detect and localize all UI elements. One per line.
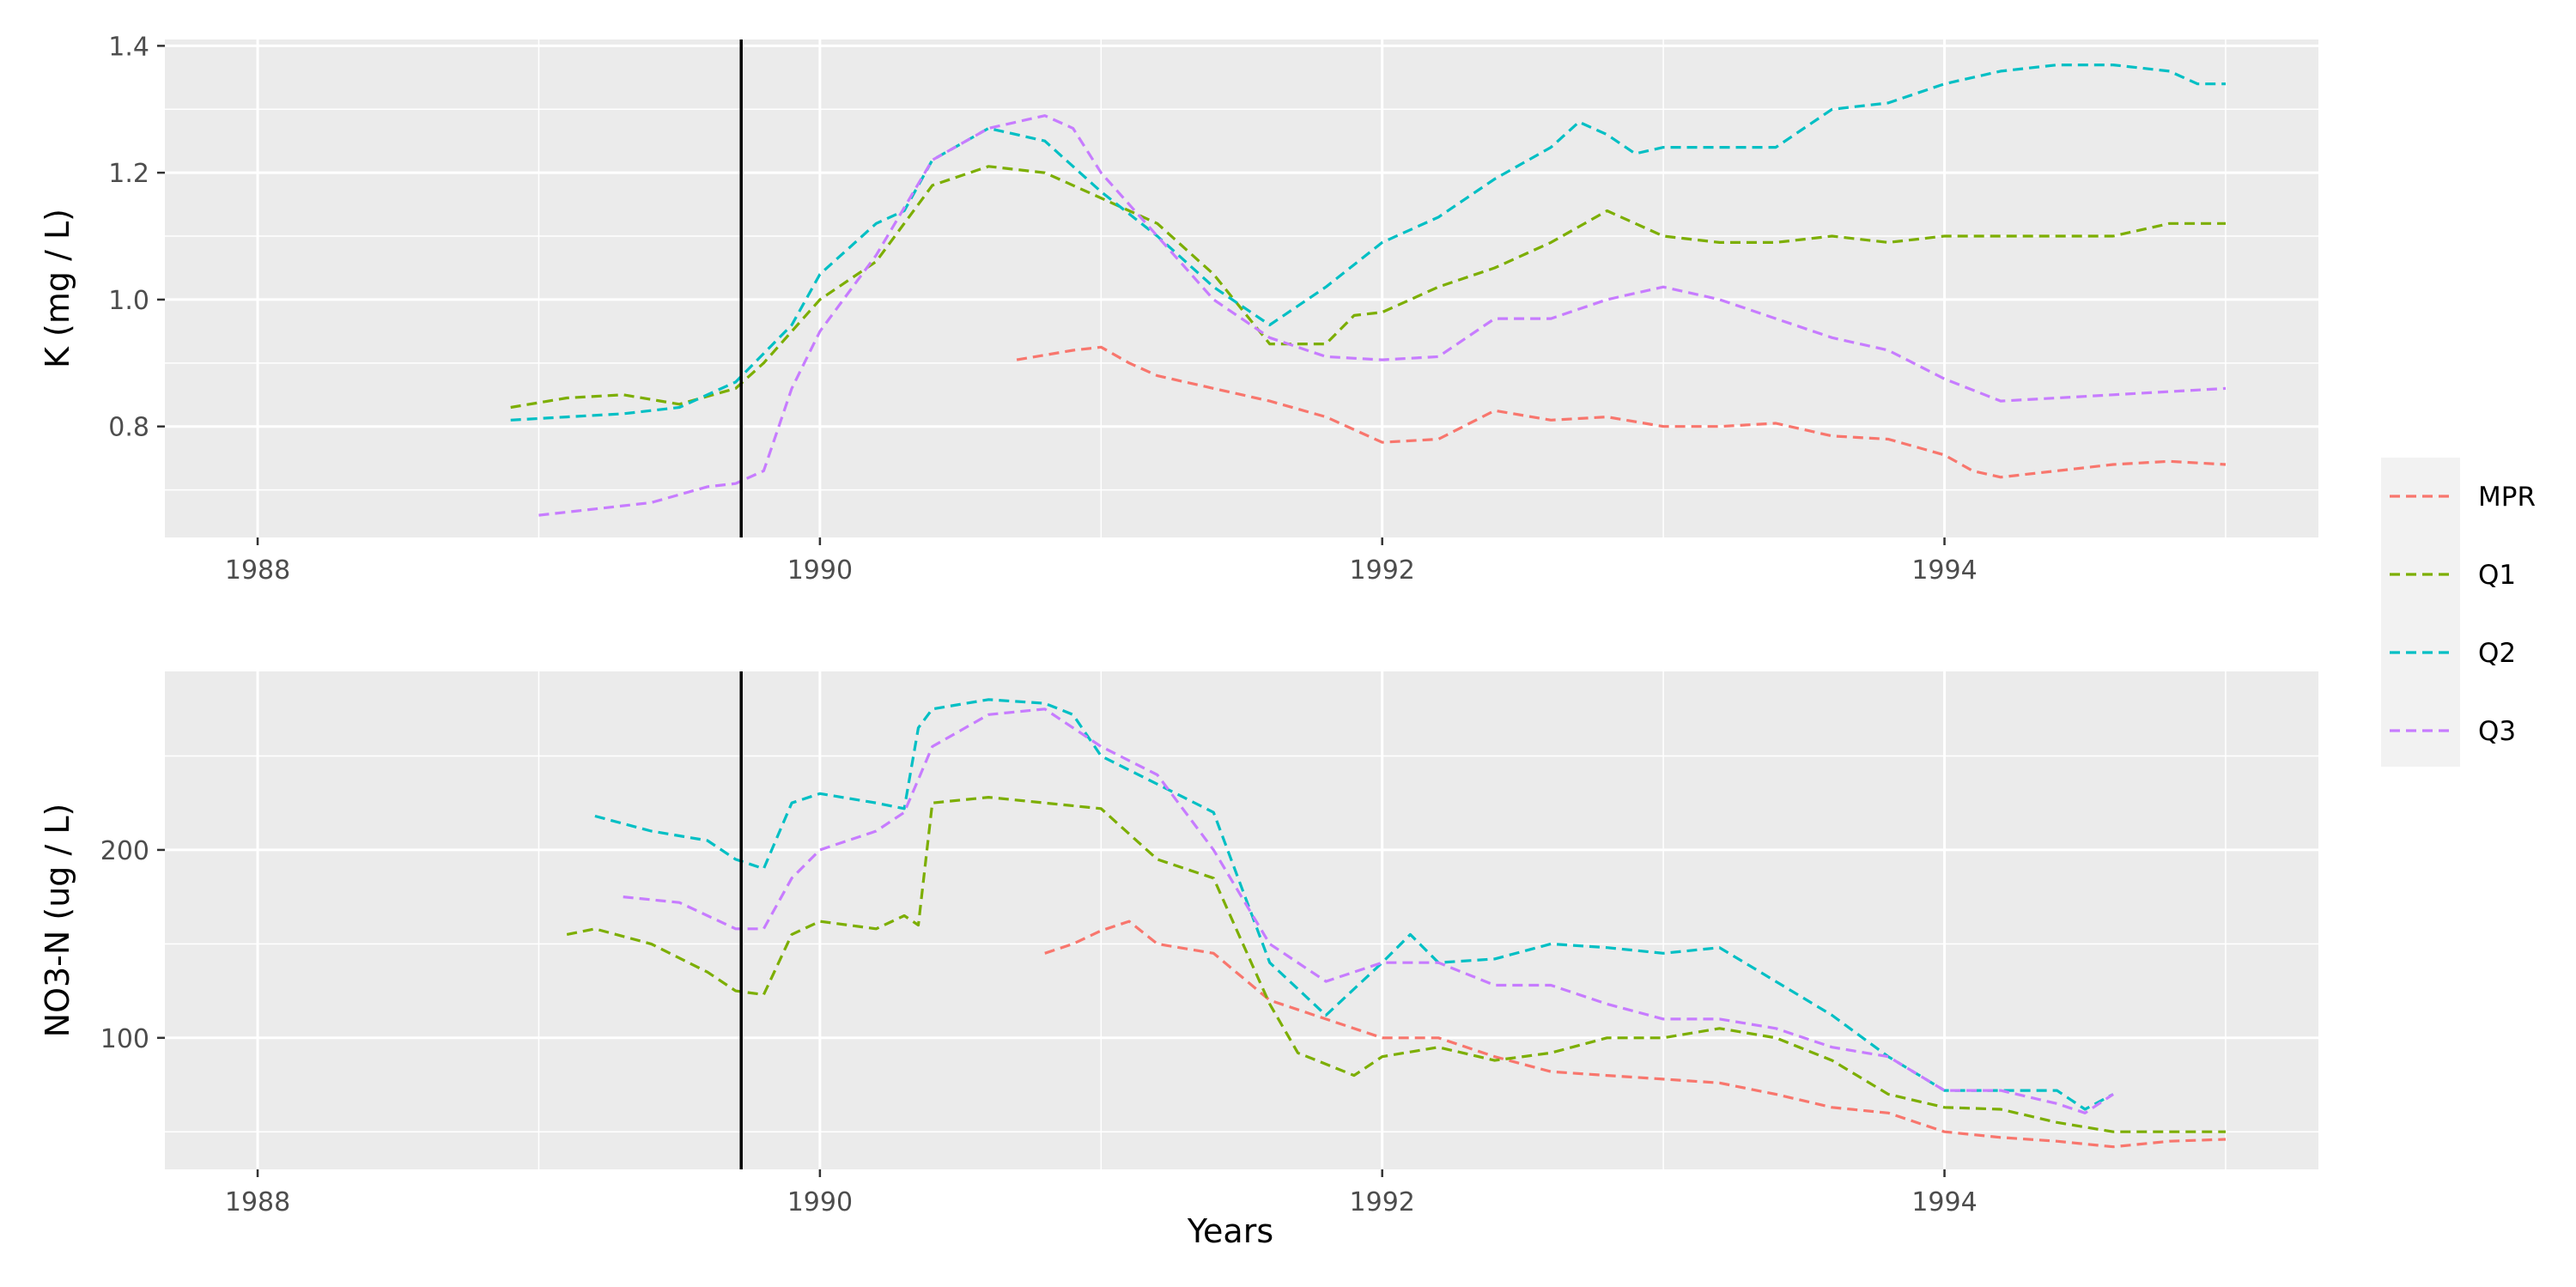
no3n-panel: 100 200 1988 1990 1992 1994 NO3-N (ug / L) (39, 671, 2318, 1217)
y-tick-label: 200 (100, 836, 149, 866)
legend: MPR Q1 Q2 Q3 (2381, 458, 2536, 767)
y-tick-label: 1.4 (108, 32, 149, 62)
legend-label: MPR (2478, 482, 2536, 513)
legend-label: Q1 (2478, 560, 2516, 591)
series-line-q1 (566, 796, 2226, 1133)
x-tick-label: 1992 (1350, 1187, 1415, 1217)
series-line-mpr (1044, 920, 2227, 1149)
series-line-q1 (510, 165, 2226, 410)
series-line-q3 (623, 707, 2114, 1114)
x-axis-title: Years (1187, 1212, 1273, 1250)
k-panel: 0.8 1.0 1.2 1.4 1988 1990 1992 1994 K (mg / L) (39, 32, 2318, 586)
x-tick-label: 1990 (787, 555, 853, 586)
legend-background (2381, 458, 2460, 767)
panel-background (165, 39, 2318, 537)
y-tick-label: 0.8 (108, 413, 149, 443)
x-tick-label: 1990 (787, 1187, 853, 1217)
y-tick-label: 100 (100, 1024, 149, 1054)
x-tick-label: 1988 (225, 555, 290, 586)
panel-background (165, 671, 2318, 1169)
x-tick-label: 1988 (225, 1187, 290, 1217)
legend-label: Q3 (2478, 716, 2516, 747)
legend-label: Q2 (2478, 638, 2516, 669)
series-line-mpr (1016, 345, 2227, 479)
x-tick-label: 1992 (1350, 555, 1415, 586)
y-tick-label: 1.2 (108, 159, 149, 189)
series-line-q2 (510, 64, 2226, 422)
y-tick-label: 1.0 (108, 286, 149, 316)
series-line-q2 (594, 698, 2114, 1111)
y-axis-title: NO3-N (ug / L) (39, 804, 76, 1038)
y-axis-title: K (mg / L) (39, 209, 76, 368)
x-tick-label: 1994 (1911, 555, 1977, 586)
x-tick-label: 1994 (1911, 1187, 1977, 1217)
